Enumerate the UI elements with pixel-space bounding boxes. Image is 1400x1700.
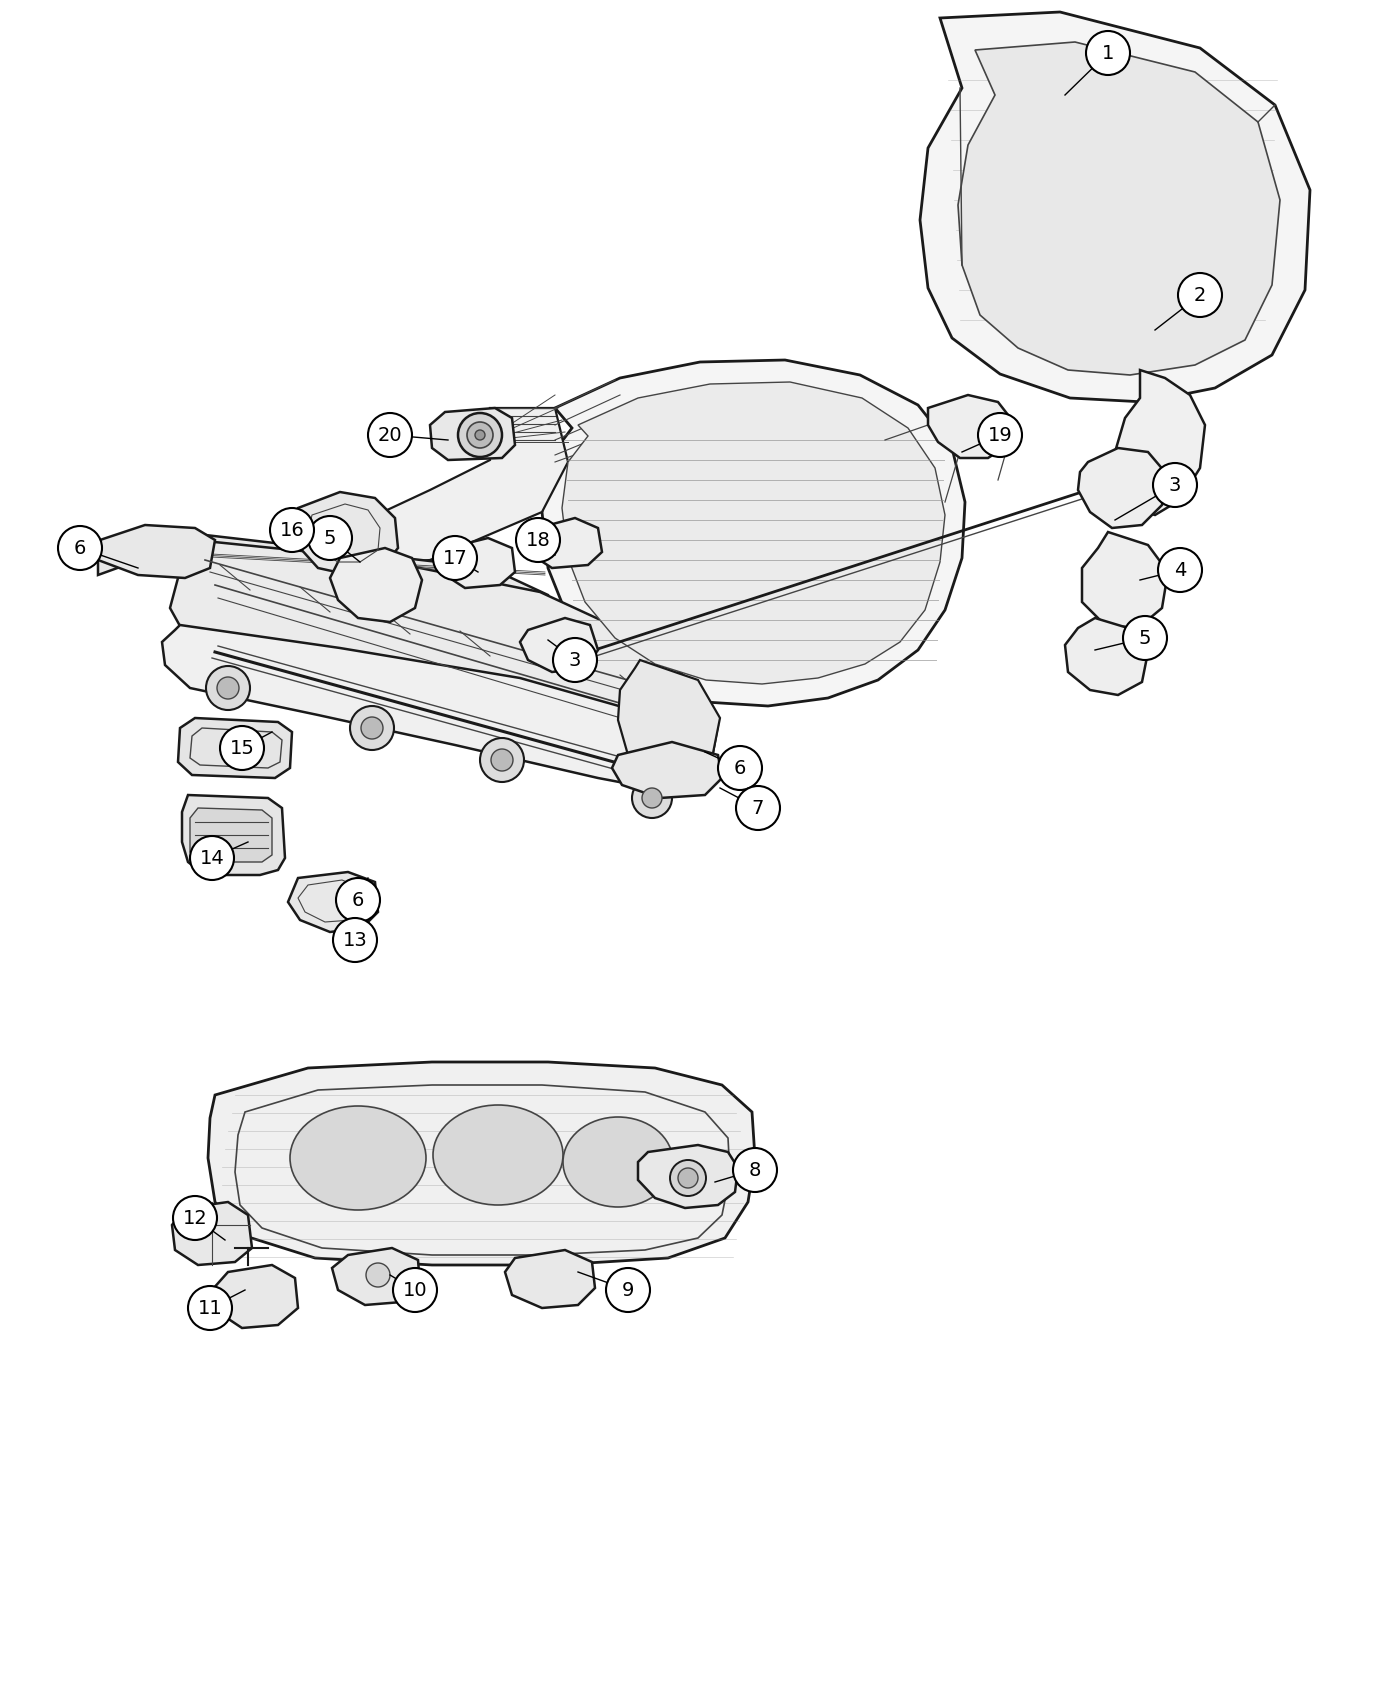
Polygon shape [519, 619, 598, 672]
Polygon shape [958, 42, 1280, 376]
Polygon shape [162, 626, 713, 792]
Circle shape [475, 430, 484, 440]
Text: 17: 17 [442, 549, 468, 568]
Circle shape [270, 508, 314, 552]
Circle shape [491, 750, 512, 772]
Circle shape [333, 918, 377, 962]
Circle shape [736, 785, 780, 830]
Text: 10: 10 [403, 1280, 427, 1299]
Text: 14: 14 [200, 848, 224, 867]
Circle shape [643, 789, 662, 808]
Circle shape [553, 638, 596, 682]
Circle shape [606, 1268, 650, 1312]
Polygon shape [542, 360, 965, 706]
Circle shape [1177, 274, 1222, 316]
Circle shape [517, 518, 560, 563]
Circle shape [57, 525, 102, 570]
Polygon shape [505, 1250, 595, 1307]
Circle shape [350, 706, 393, 750]
Text: 20: 20 [378, 425, 402, 444]
Circle shape [393, 1268, 437, 1312]
Polygon shape [211, 1265, 298, 1328]
Text: 12: 12 [182, 1209, 207, 1227]
Text: 13: 13 [343, 930, 367, 950]
Text: 1: 1 [1102, 44, 1114, 63]
Text: 6: 6 [74, 539, 87, 558]
Polygon shape [169, 541, 718, 779]
Polygon shape [1082, 532, 1168, 627]
Text: 5: 5 [323, 529, 336, 547]
Circle shape [220, 726, 265, 770]
Polygon shape [98, 529, 547, 620]
Circle shape [188, 1285, 232, 1329]
Circle shape [718, 746, 762, 790]
Polygon shape [528, 518, 602, 568]
Circle shape [361, 717, 384, 740]
Circle shape [1158, 547, 1203, 592]
Text: 19: 19 [987, 425, 1012, 444]
Circle shape [206, 666, 251, 711]
Ellipse shape [290, 1107, 426, 1210]
Polygon shape [182, 796, 286, 876]
Text: 9: 9 [622, 1280, 634, 1299]
Circle shape [480, 738, 524, 782]
Circle shape [671, 1159, 706, 1197]
Circle shape [368, 413, 412, 457]
Text: 15: 15 [230, 738, 255, 758]
Circle shape [1086, 31, 1130, 75]
Text: 16: 16 [280, 520, 304, 539]
Circle shape [458, 413, 503, 457]
Polygon shape [190, 808, 272, 862]
Ellipse shape [433, 1105, 563, 1205]
Text: 3: 3 [568, 651, 581, 670]
Circle shape [1123, 615, 1168, 660]
Polygon shape [430, 408, 515, 461]
Circle shape [678, 1168, 699, 1188]
Polygon shape [1065, 619, 1148, 695]
Polygon shape [920, 12, 1310, 401]
Polygon shape [617, 660, 720, 779]
Circle shape [1154, 462, 1197, 507]
Polygon shape [295, 491, 398, 575]
Polygon shape [98, 525, 216, 578]
Circle shape [217, 677, 239, 699]
Polygon shape [209, 1062, 755, 1265]
Text: 3: 3 [1169, 476, 1182, 495]
Text: 4: 4 [1173, 561, 1186, 580]
Polygon shape [178, 717, 293, 779]
Polygon shape [612, 741, 722, 797]
Circle shape [631, 779, 672, 818]
Polygon shape [330, 547, 421, 622]
Circle shape [308, 517, 351, 559]
Polygon shape [928, 394, 1012, 457]
Text: 6: 6 [734, 758, 746, 777]
Polygon shape [638, 1146, 738, 1209]
Text: 6: 6 [351, 891, 364, 910]
Polygon shape [561, 382, 945, 683]
Text: 2: 2 [1194, 286, 1207, 304]
Polygon shape [1114, 371, 1205, 515]
Text: 7: 7 [752, 799, 764, 818]
Text: 5: 5 [1138, 629, 1151, 648]
Circle shape [468, 422, 493, 449]
Ellipse shape [563, 1117, 673, 1207]
Polygon shape [172, 1202, 252, 1265]
Polygon shape [1078, 449, 1165, 529]
Text: 8: 8 [749, 1161, 762, 1180]
Circle shape [190, 836, 234, 881]
Text: 11: 11 [197, 1299, 223, 1318]
Circle shape [365, 1263, 391, 1287]
Circle shape [979, 413, 1022, 457]
Polygon shape [332, 1248, 420, 1306]
Circle shape [336, 877, 379, 921]
Polygon shape [442, 537, 515, 588]
Polygon shape [349, 408, 568, 564]
Polygon shape [288, 872, 378, 932]
Text: 18: 18 [525, 530, 550, 549]
Circle shape [174, 1197, 217, 1239]
Circle shape [433, 536, 477, 580]
Circle shape [734, 1148, 777, 1192]
